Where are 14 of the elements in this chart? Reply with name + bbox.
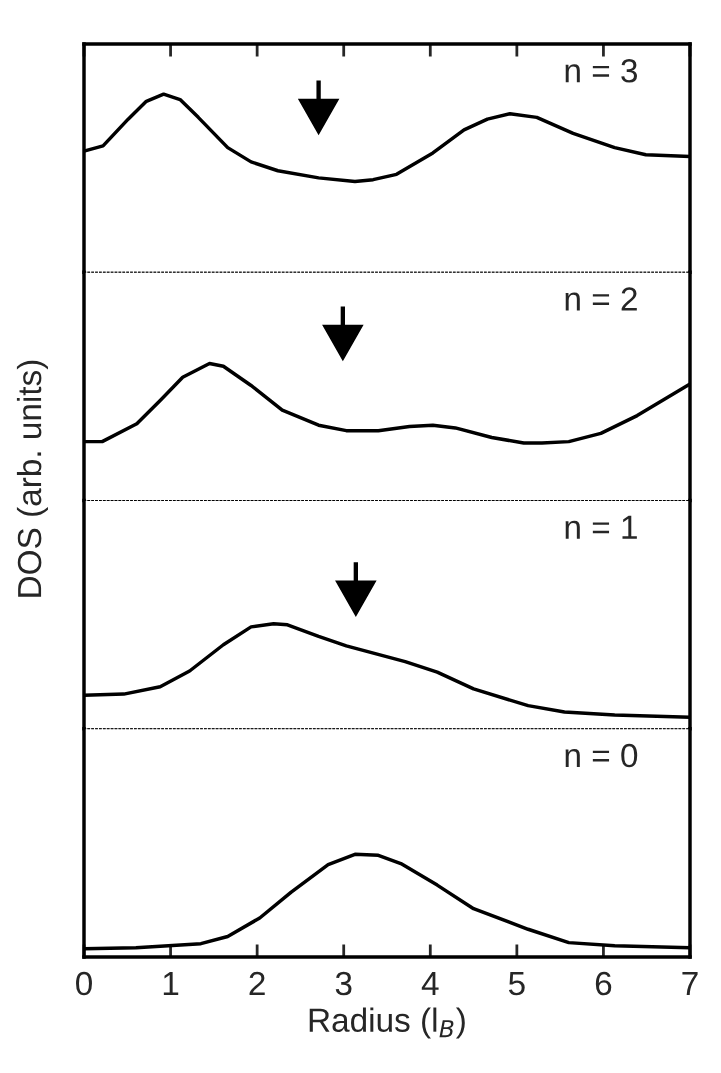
x-tick-label: 1 bbox=[163, 972, 179, 996]
x-axis-title: Radius (l$_{B}$) bbox=[309, 1007, 465, 1039]
text: n = 3 bbox=[565, 59, 638, 83]
x-tick-label: 5 bbox=[508, 972, 525, 996]
x-tick-label: 4 bbox=[421, 972, 439, 996]
x-tick-label: 0 bbox=[76, 971, 92, 996]
text: n = 2 bbox=[565, 287, 637, 311]
text: n = 0 bbox=[565, 743, 638, 768]
x-tick-label: 6 bbox=[595, 971, 612, 996]
y-axis-title: DOS (arb. units) bbox=[16, 360, 48, 597]
x-tick-label: 2 bbox=[249, 971, 265, 996]
x-tick-label: 3 bbox=[335, 971, 352, 996]
text: n = 1 bbox=[565, 515, 637, 539]
x-tick-label: 7 bbox=[682, 972, 698, 996]
